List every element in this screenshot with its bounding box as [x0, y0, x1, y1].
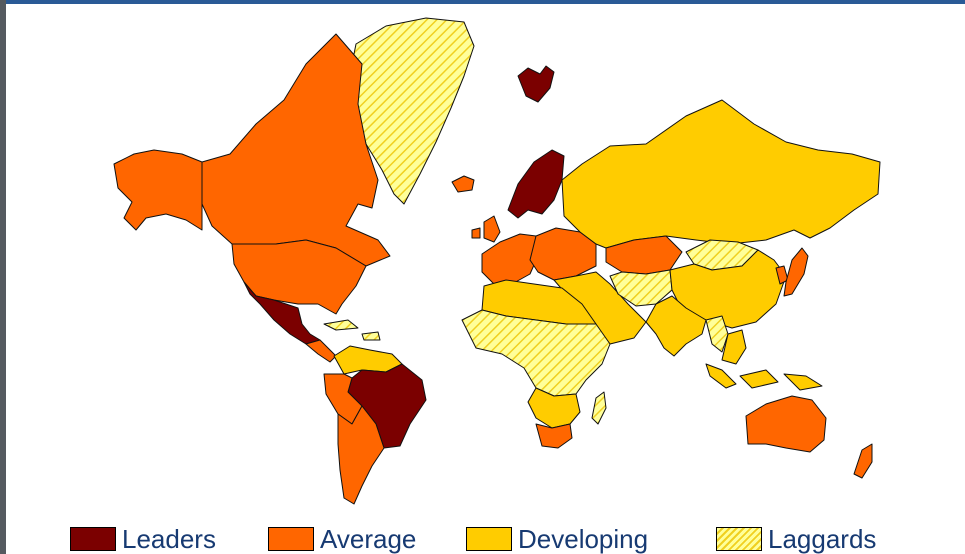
legend: Leaders Average Developing Laggards	[0, 524, 965, 554]
region-japan	[783, 247, 809, 297]
legend-swatch-leaders	[70, 527, 116, 551]
region-scandinavia	[507, 149, 565, 219]
top-rule	[6, 0, 965, 4]
region-south-africa	[535, 423, 573, 449]
legend-swatch-developing	[466, 527, 512, 551]
region-sub-saharan-africa	[461, 309, 611, 397]
region-canada	[201, 33, 391, 267]
region-uk-ireland	[471, 215, 501, 243]
region-eastern-europe	[529, 227, 597, 281]
legend-swatch-average	[268, 527, 314, 551]
legend-label-leaders: Leaders	[122, 524, 216, 554]
legend-item-leaders: Leaders	[70, 524, 216, 554]
region-mexico	[243, 281, 321, 345]
region-indonesia	[705, 363, 823, 391]
legend-swatch-laggards	[716, 527, 762, 551]
region-southeast-asia	[721, 329, 747, 365]
legend-label-laggards: Laggards	[768, 524, 877, 554]
region-central-america	[305, 339, 337, 363]
region-svalbard	[517, 65, 555, 103]
legend-label-developing: Developing	[518, 524, 649, 554]
region-western-europe	[481, 233, 539, 285]
region-australia	[745, 395, 827, 453]
region-indochina	[705, 315, 729, 353]
legend-item-average: Average	[268, 524, 416, 554]
legend-item-laggards: Laggards	[716, 524, 876, 554]
region-alaska	[113, 149, 203, 231]
left-frame-bar	[0, 0, 6, 554]
region-chile-argentina	[337, 405, 385, 505]
legend-label-average: Average	[320, 524, 417, 554]
region-india	[645, 295, 707, 357]
legend-item-developing: Developing	[466, 524, 648, 554]
region-caribbean	[323, 319, 381, 341]
region-new-zealand	[853, 443, 873, 479]
region-russia	[561, 99, 881, 249]
region-madagascar	[591, 391, 607, 425]
region-iceland	[451, 175, 475, 193]
world-map	[113, 17, 881, 505]
